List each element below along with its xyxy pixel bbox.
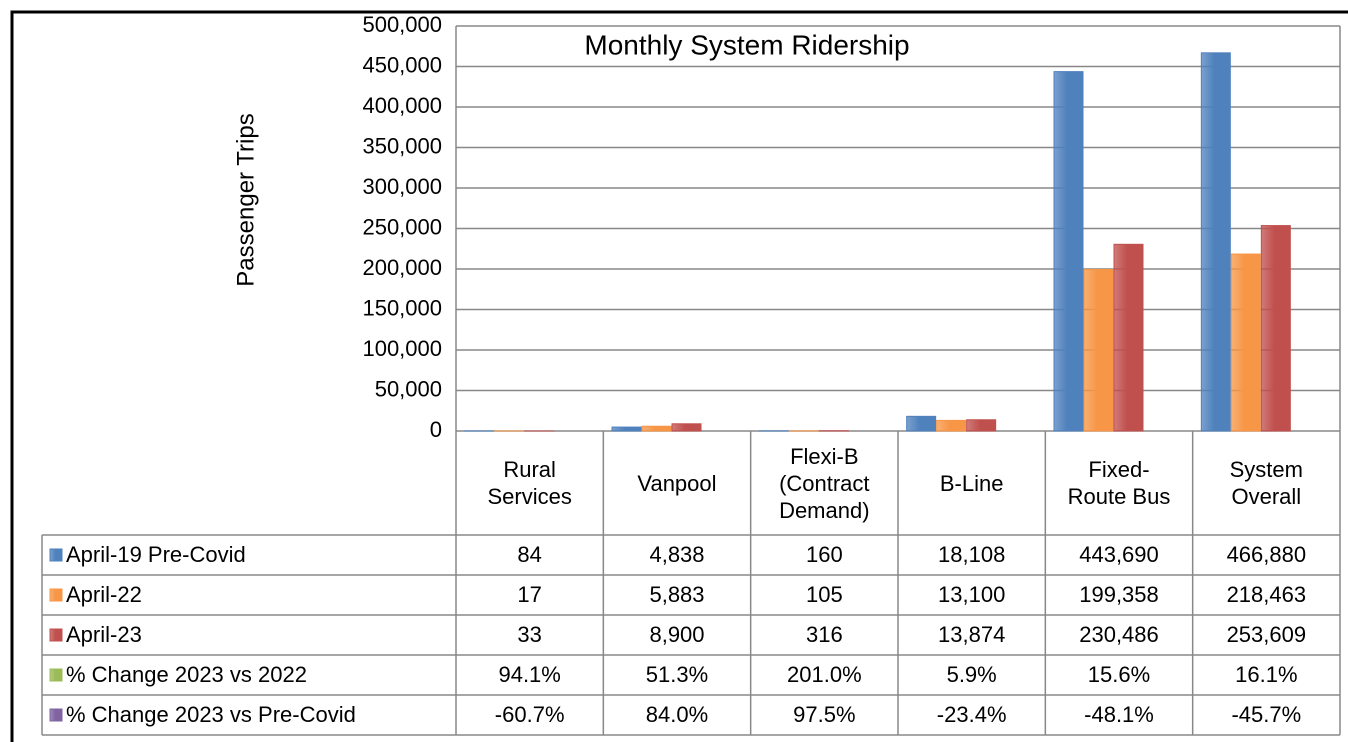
category-text: Fixed-Route Bus — [1067, 457, 1171, 509]
category-text: System Overall — [1229, 457, 1303, 509]
y-axis-title: Passenger Trips — [232, 113, 259, 286]
y-tick-label: 350,000 — [362, 133, 442, 158]
bar — [1200, 52, 1231, 432]
y-tick-label: 500,000 — [362, 12, 442, 37]
chart-title: Monthly System Ridership — [584, 29, 909, 60]
y-tick-label: 400,000 — [362, 93, 442, 118]
bar — [641, 425, 672, 432]
x-tick-label: System Overall — [1193, 431, 1340, 535]
table-cell: 218,463 — [1227, 582, 1307, 607]
legend-label: April-22 — [66, 582, 142, 607]
category-text: B-Line — [939, 470, 1004, 496]
table-cell: 8,900 — [649, 622, 704, 647]
table-cell: 94.1% — [498, 662, 560, 687]
table-cell: 199,358 — [1079, 582, 1159, 607]
table-cell: 84.0% — [646, 702, 708, 727]
table-cell: 15.6% — [1088, 662, 1150, 687]
table-cell: 316 — [806, 622, 843, 647]
y-tick-label: 50,000 — [375, 376, 442, 401]
x-tick-label: Flexi-B (Contract Demand) — [751, 431, 898, 535]
y-tick-label: 150,000 — [362, 295, 442, 320]
y-tick-label: 0 — [430, 417, 442, 442]
table-cell: -60.7% — [495, 702, 565, 727]
x-tick-label: Fixed-Route Bus — [1045, 431, 1192, 535]
table-cell: 5.9% — [947, 662, 997, 687]
table-cell: 5,883 — [649, 582, 704, 607]
table-cell: 33 — [517, 622, 541, 647]
y-tick-label: 300,000 — [362, 174, 442, 199]
table-cell: 201.0% — [787, 662, 862, 687]
table-cell: -48.1% — [1084, 702, 1154, 727]
table-cell: 105 — [806, 582, 843, 607]
legend-label: April-19 Pre-Covid — [66, 542, 246, 567]
bar — [1053, 71, 1084, 432]
x-tick-label: Rural Services — [456, 431, 603, 535]
table-cell: 97.5% — [793, 702, 855, 727]
bar — [1230, 253, 1261, 432]
x-tick-label: B-Line — [898, 431, 1045, 535]
table-cell: 16.1% — [1235, 662, 1297, 687]
bar — [906, 415, 937, 432]
bar — [1260, 225, 1291, 432]
table-cell: 4,838 — [649, 542, 704, 567]
table-cell: 443,690 — [1079, 542, 1159, 567]
table-cell: 160 — [806, 542, 843, 567]
table-cell: 230,486 — [1079, 622, 1159, 647]
table-cell: 13,100 — [938, 582, 1005, 607]
table-cell: 17 — [517, 582, 541, 607]
table-cell: 18,108 — [938, 542, 1005, 567]
legend-label: April-23 — [66, 622, 142, 647]
table-cell: 13,874 — [938, 622, 1005, 647]
table-cell: 466,880 — [1227, 542, 1307, 567]
category-text: Vanpool — [637, 470, 717, 496]
frame — [10, 10, 1348, 742]
y-tick-label: 450,000 — [362, 52, 442, 77]
table-cell: -23.4% — [937, 702, 1007, 727]
bar — [936, 419, 967, 432]
y-tick-label: 250,000 — [362, 214, 442, 239]
bar — [1083, 269, 1114, 432]
bar — [671, 423, 702, 432]
legend-key — [49, 548, 63, 562]
bar — [966, 419, 997, 432]
table-cell: 84 — [517, 542, 541, 567]
category-text: Rural Services — [487, 457, 572, 509]
legend-label: % Change 2023 vs 2022 — [66, 662, 307, 687]
legend-key — [49, 708, 63, 722]
legend-key — [49, 628, 63, 642]
legend-label: % Change 2023 vs Pre-Covid — [66, 702, 356, 727]
legend-key — [49, 668, 63, 682]
category-text: Flexi-B (Contract Demand) — [779, 443, 870, 523]
table-cell: -45.7% — [1231, 702, 1301, 727]
legend-key — [49, 588, 63, 602]
bar — [1113, 243, 1144, 432]
x-tick-label: Vanpool — [603, 431, 750, 535]
table-cell: 253,609 — [1227, 622, 1307, 647]
y-tick-label: 200,000 — [362, 255, 442, 280]
bar — [611, 426, 642, 432]
table-cell: 51.3% — [646, 662, 708, 687]
y-tick-label: 100,000 — [362, 336, 442, 361]
